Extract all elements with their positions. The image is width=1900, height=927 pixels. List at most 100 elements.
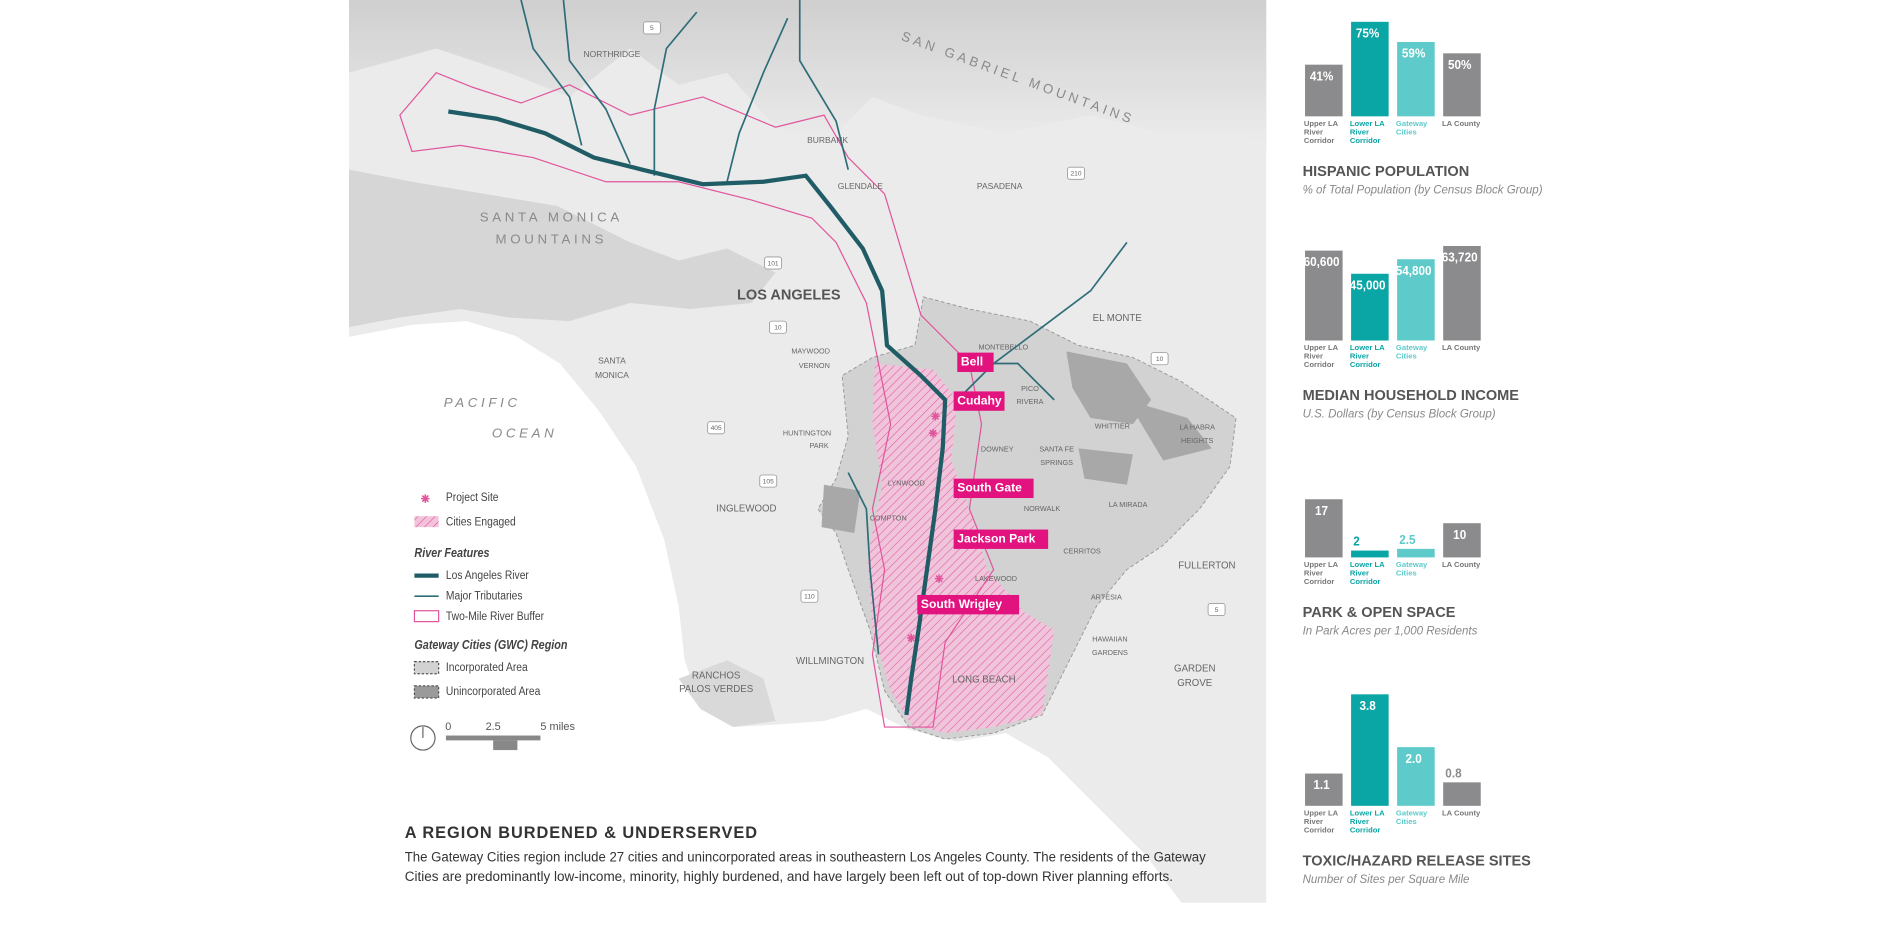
bar: [1397, 259, 1435, 341]
bar: [1397, 747, 1435, 806]
chart-title: TOXIC/HAZARD RELEASE SITES: [1303, 853, 1532, 869]
unincorporated-areas: [821, 351, 1212, 534]
place-label: MONTEBELLO: [978, 343, 1028, 352]
value-label: 2.5: [1399, 532, 1415, 547]
river-buffer: [399, 71, 995, 728]
category-label: Lower LA River Corridor: [1349, 119, 1385, 146]
place-label: INGLEWOOD: [716, 504, 776, 515]
place-label: SANTA MONICA: [480, 210, 623, 225]
freeway-shield: [764, 256, 782, 270]
category-label: Gateway Cities: [1395, 119, 1428, 137]
freeway-number: 5: [1215, 607, 1219, 614]
site-tag: [953, 529, 1049, 549]
legend-label: Two-Mile River Buffer: [446, 610, 544, 623]
legend-label: Los Angeles River: [446, 569, 529, 582]
tributary: [798, 0, 850, 170]
site-label: Bell: [961, 355, 983, 369]
place-label: LOS ANGELES: [737, 288, 841, 304]
category-label: LA County: [1441, 119, 1481, 129]
scale-label: 0: [445, 721, 451, 733]
category-wrap: LA County: [1442, 344, 1480, 352]
bar: [1351, 550, 1389, 558]
freeway-shield: [1150, 352, 1169, 366]
legend-hatch: [414, 516, 439, 528]
category-wrap: LA County: [1441, 119, 1481, 129]
category-wrap: Gateway Cities: [1395, 809, 1428, 827]
site-label: Jackson Park: [957, 531, 1035, 545]
place-label: PALOS VERDES: [679, 684, 754, 695]
place-label: WILLMINGTON: [796, 656, 864, 667]
legend-unincorporated: [413, 685, 440, 699]
place-label: GLENDALE: [838, 181, 884, 191]
la-river: [448, 109, 948, 716]
bar: [1351, 273, 1389, 341]
value-label: 2: [1353, 534, 1360, 549]
scale-label: 5 miles: [540, 721, 575, 733]
legend-buffer: [413, 610, 440, 623]
place-label: MAYWOOD: [791, 346, 830, 355]
value-label: 60,600: [1304, 255, 1340, 270]
place-label: RIVERA: [1016, 397, 1043, 406]
value-label: 3.8: [1359, 698, 1375, 713]
freeway-number: 10: [774, 325, 782, 332]
place-label: GARDEN: [1174, 663, 1215, 674]
value-label: 63,720: [1442, 250, 1478, 265]
legend-label: River Features: [414, 545, 489, 560]
legend-site-icon: [421, 494, 430, 503]
caption-body: Cities are predominantly low-income, min…: [405, 869, 1173, 884]
place-label: NORTHRIDGE: [584, 49, 641, 59]
freeway-shield: [643, 21, 661, 35]
freeway-number: 405: [711, 425, 722, 432]
place-label: FULLERTON: [1178, 560, 1235, 571]
site-tag: [957, 352, 994, 373]
bar: [1443, 782, 1481, 806]
freeway-shield: [1067, 166, 1085, 180]
place-label: SANTA: [598, 355, 626, 365]
category-label: Gateway Cities: [1395, 561, 1428, 579]
place-label: WHITTIER: [1095, 421, 1130, 430]
value-label: 2.0: [1406, 751, 1422, 766]
place-label: HEIGHTS: [1181, 436, 1213, 445]
place-label: GARDENS: [1092, 648, 1128, 657]
place-label: RANCHOS: [692, 671, 741, 682]
freeway-number: 210: [1070, 171, 1081, 178]
value-label: 41%: [1310, 69, 1333, 84]
place-label: HUNTINGTON: [783, 429, 831, 438]
place-label: COMPTON: [870, 514, 907, 523]
scale-bar-step: [493, 740, 518, 751]
legend-incorporated: [413, 661, 440, 675]
bar: [1351, 21, 1389, 117]
chart-subtitle: % of Total Population (by Census Block G…: [1303, 184, 1543, 196]
freeway-number: 110: [804, 594, 815, 601]
place-label: PACIFIC: [444, 395, 521, 410]
map: [348, 0, 1267, 903]
category-label: Lower LA River Corridor: [1349, 344, 1385, 370]
value-label: 10: [1453, 527, 1466, 542]
freeway-shield: [707, 421, 726, 435]
palos-verdes-hills: [678, 660, 776, 728]
tributary: [956, 241, 1128, 401]
place-label: BURBANK: [807, 135, 848, 145]
place-label: PARK: [810, 441, 829, 450]
site-label: South Wrigley: [921, 597, 1002, 611]
chart-subtitle: U.S. Dollars (by Census Block Group): [1303, 408, 1496, 420]
bar: [1443, 245, 1481, 341]
freeway-shield: [800, 589, 819, 603]
place-label: LONG BEACH: [952, 674, 1016, 685]
category-label: Gateway Cities: [1395, 809, 1428, 827]
freeway-number: 5: [650, 25, 654, 32]
scale-bar: [445, 735, 541, 741]
chart-title: HISPANIC POPULATION: [1303, 164, 1470, 180]
place-label: MOUNTAINS: [496, 231, 608, 246]
place-label: MONICA: [595, 370, 629, 380]
place-label: DOWNEY: [981, 444, 1014, 453]
project-site-markers: [906, 412, 944, 643]
category-label: Upper LA River Corridor: [1303, 119, 1338, 146]
site-tag: [953, 478, 1034, 499]
place-label: VERNON: [799, 361, 830, 370]
category-wrap: Upper LA River Corridor: [1304, 344, 1338, 369]
category-wrap: Lower LA River Corridor: [1349, 119, 1385, 146]
bar: [1351, 694, 1389, 806]
